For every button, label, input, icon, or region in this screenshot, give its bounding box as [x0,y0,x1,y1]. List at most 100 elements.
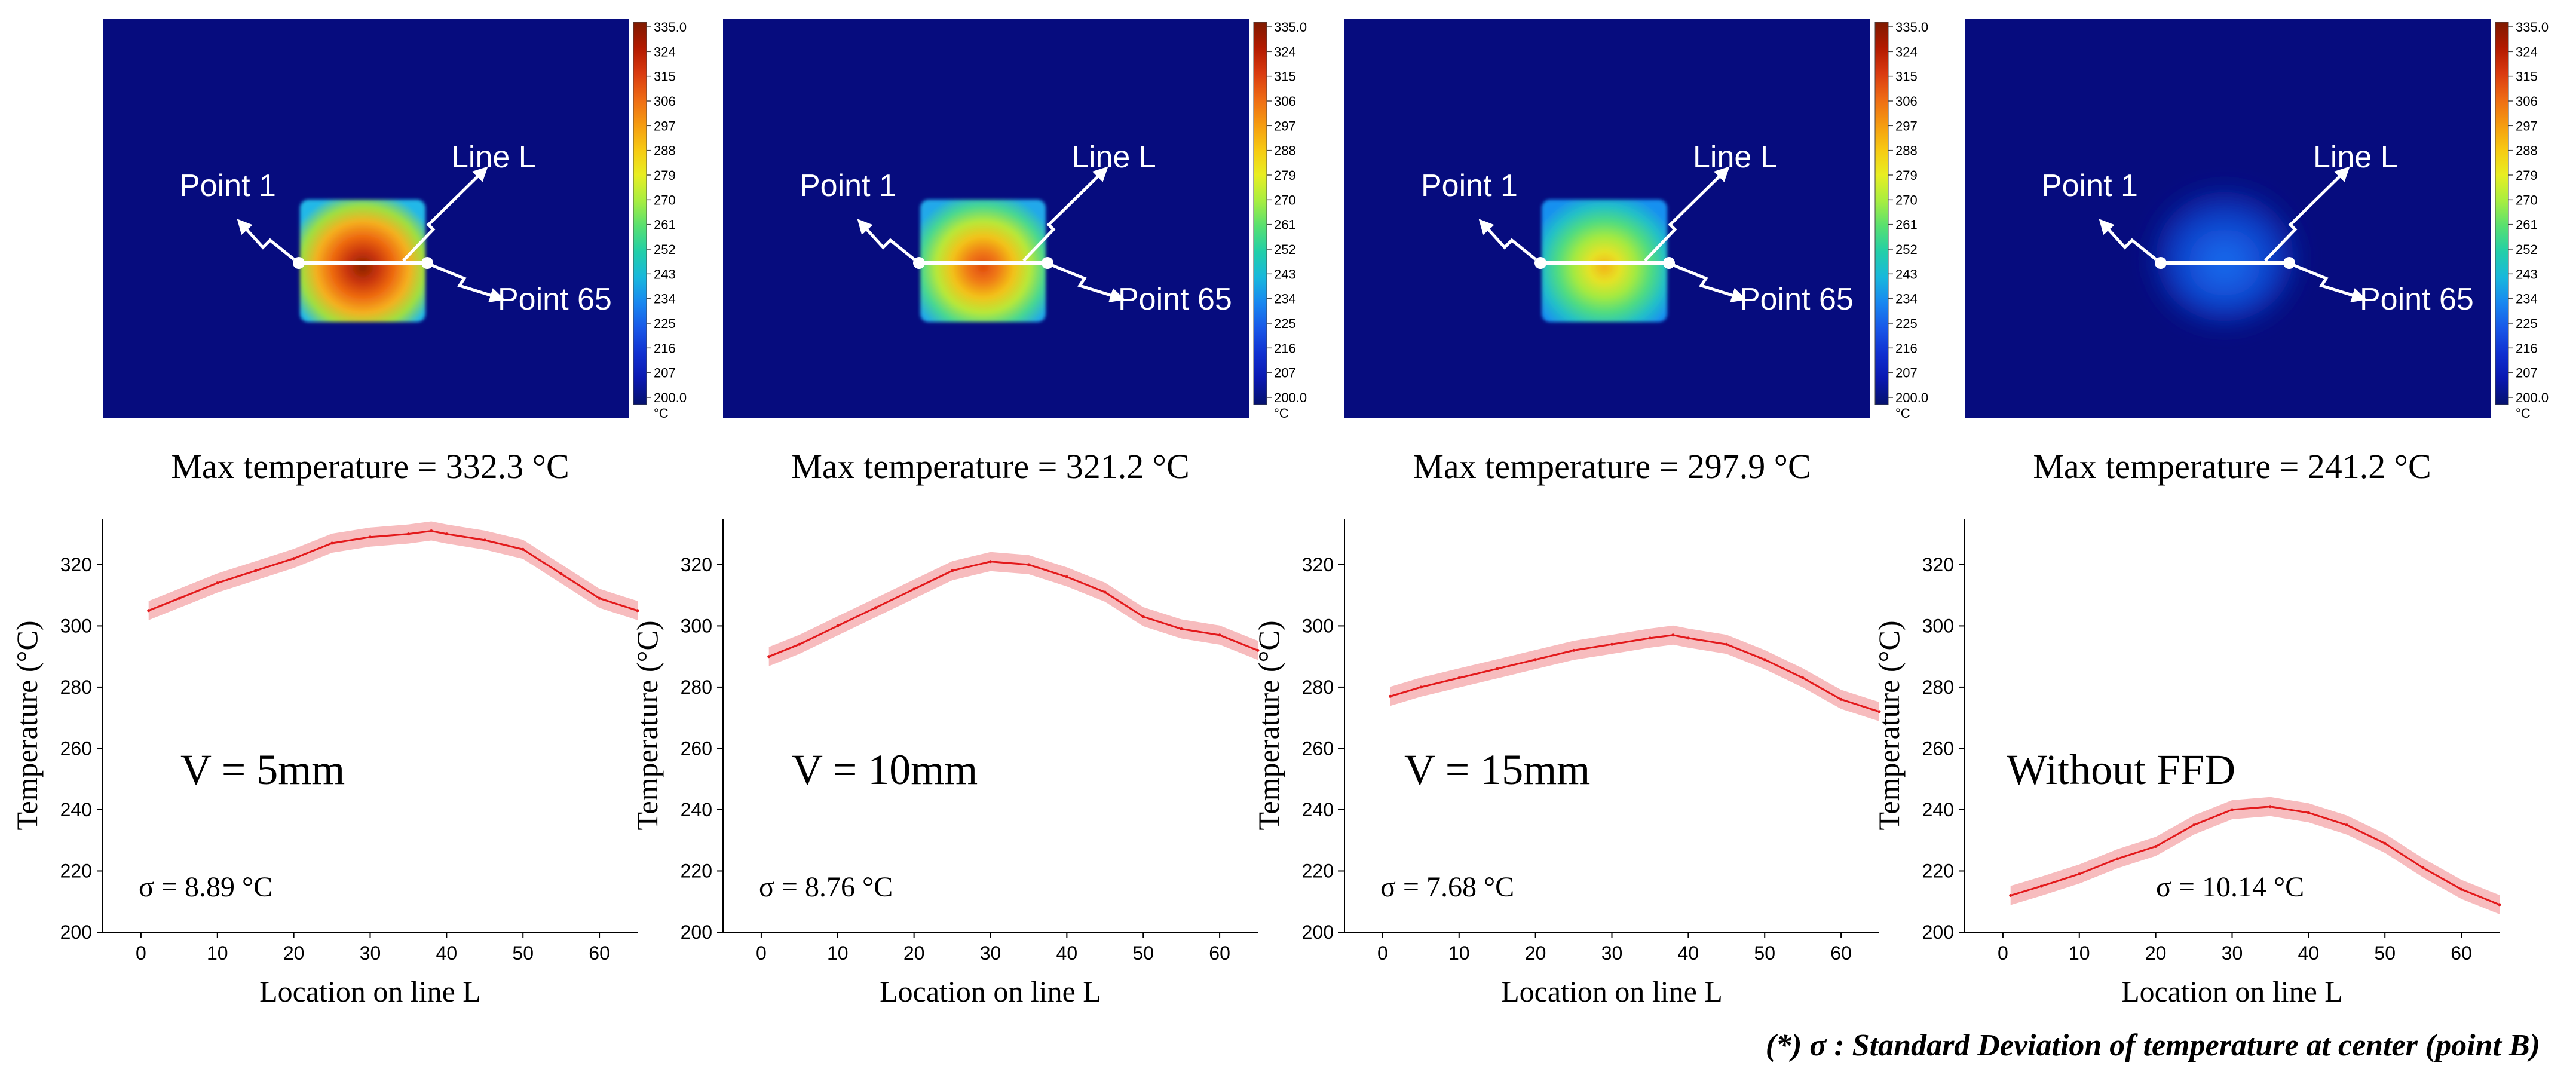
colorbar-tick-label: 306 [2516,94,2538,109]
x-axis-label: Location on line L [2121,975,2343,1008]
colorbar-tick-label: 279 [654,168,676,183]
colorbar-tick-label: 234 [1274,292,1296,307]
x-axis-label: Location on line L [259,975,481,1008]
data-point [2268,805,2272,809]
colorbar-unit: °C [1895,406,1910,421]
y-tick-label: 200 [681,921,712,943]
colorbar [1253,22,1267,405]
data-point [1801,676,1805,679]
colorbar-tick-label: 279 [1274,168,1296,183]
data-point [1065,575,1068,578]
line-chart: 200 220 240 260 280 300 320 0 10 20 30 40 50 60 Locati… [1252,519,1881,1008]
x-tick-label: 10 [207,942,228,964]
x-tick-label: 20 [2145,942,2167,964]
point-1-label: Point 1 [179,169,276,203]
y-tick-label: 280 [60,676,92,698]
data-point [912,587,916,591]
point-1-marker [293,257,305,269]
data-point [1686,636,1690,640]
data-point [1610,642,1613,646]
point-1-marker [2155,257,2167,269]
point-65-marker [1042,257,1053,269]
data-point [1877,710,1881,713]
data-point [1839,697,1843,701]
colorbar-tick-label: 243 [1895,267,1918,281]
thermal-panel: 335.0 324 315 306 297 288 279 270 261 252 243 234 22… [103,19,688,486]
line-l-leader [1644,166,1730,262]
data-point [2345,823,2348,827]
colorbar-tick-label: 207 [1895,366,1918,381]
x-tick-label: 40 [2298,942,2320,964]
point-65-marker [2283,257,2295,269]
data-point [2231,808,2234,811]
line-l-label: Line L [451,140,536,174]
colorbar-tick-label: 288 [654,143,676,158]
colorbar-tick-label: 279 [1895,168,1918,183]
x-tick-label: 60 [2451,942,2472,964]
x-axis-label: Location on line L [1501,975,1723,1008]
sigma-annotation: σ = 7.68 °C [1380,871,1514,903]
data-point [2039,884,2043,888]
colorbar-tick-label: 243 [1274,267,1296,281]
colorbar-tick-label: 279 [2516,168,2538,183]
point-65-leader [1052,264,1125,303]
data-point [292,557,296,561]
colorbar-tick-label: 207 [2516,366,2538,381]
data-point [2421,866,2425,869]
data-point [2307,811,2310,814]
y-tick-label: 260 [681,737,712,759]
data-point [1725,642,1728,646]
colorbar-tick-label: 297 [654,118,676,133]
x-tick-label: 0 [1998,942,2008,964]
point-1-label: Point 1 [800,169,896,203]
colorbar-tick-label: 234 [1895,292,1918,307]
colorbar-tick-label: 261 [654,218,676,232]
y-tick-label: 280 [1922,676,1954,698]
data-point [2009,894,2013,897]
sigma-annotation: σ = 8.76 °C [759,871,893,903]
data-point [406,532,410,536]
y-tick-label: 320 [60,554,92,575]
colorbar-tick-label: 225 [1274,316,1296,331]
x-tick-label: 0 [756,942,767,964]
colorbar-tick-label: 243 [2516,267,2538,281]
point-65-leader [2293,264,2367,303]
y-tick-label: 320 [1302,554,1334,575]
x-tick-label: 30 [2222,942,2243,964]
point-65-label: Point 65 [1118,282,1232,317]
colorbar-tick-label: 324 [2516,44,2538,59]
colorbar-tick-label: 288 [1274,143,1296,158]
y-tick-label: 220 [60,860,92,881]
data-point [2192,823,2196,827]
x-tick-label: 60 [1209,942,1230,964]
colorbar-tick-label: 324 [1895,44,1918,59]
data-point [636,609,639,613]
chart-title: Without FFD [2007,746,2235,794]
x-tick-label: 50 [1132,942,1154,964]
confidence-band [768,552,1258,666]
y-tick-label: 240 [60,799,92,820]
y-tick-label: 260 [1922,737,1954,759]
y-axis-label: Temperature (°C) [1252,620,1285,830]
y-tick-label: 280 [681,676,712,698]
thermal-panel: 335.0 324 315 306 297 288 279 270 261 252 243 234 22… [1965,19,2550,486]
data-point [2383,841,2387,845]
x-tick-label: 30 [360,942,381,964]
y-tick-label: 300 [681,615,712,636]
line-l-leader [402,166,488,262]
colorbar-tick-label: 270 [654,192,676,207]
x-tick-label: 10 [827,942,849,964]
colorbar-tick-label: 297 [1895,118,1918,133]
y-tick-label: 240 [681,799,712,820]
colorbar-tick-label: 261 [2516,218,2538,232]
x-tick-label: 10 [1448,942,1470,964]
max-temperature-label: Max temperature = 332.3 °C [171,447,569,486]
x-tick-label: 30 [980,942,1001,964]
data-point [2078,872,2081,876]
colorbar-tick-label: 335.0 [654,20,687,35]
colorbar-tick-label: 243 [654,267,676,281]
point-1-marker [1534,257,1546,269]
data-point [177,596,181,600]
thermal-panel: 335.0 324 315 306 297 288 279 270 261 252 243 234 22… [1344,19,1930,486]
x-tick-label: 50 [1754,942,1775,964]
